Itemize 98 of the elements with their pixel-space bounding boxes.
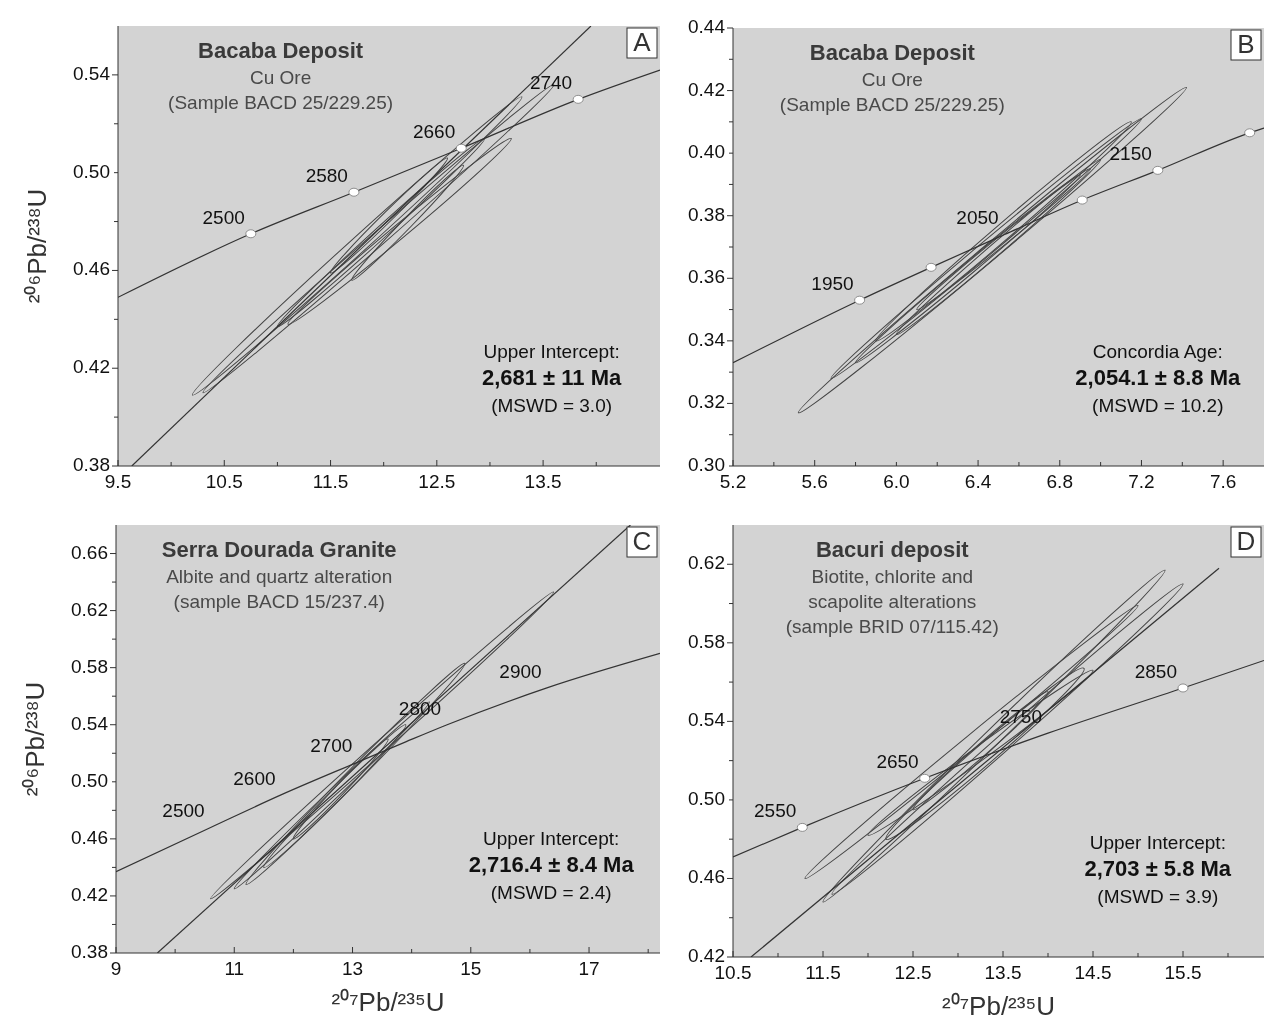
annotation: 2,703 ± 5.8 Ma [1084, 856, 1232, 881]
annotation: Upper Intercept: [483, 828, 620, 849]
y-tick-label: 0.46 [73, 258, 110, 280]
y-tick-label: 0.44 [688, 16, 726, 38]
x-tick-label: 6.8 [1046, 471, 1073, 492]
y-tick-label: 0.54 [71, 712, 109, 734]
x-tick-label: 13.5 [524, 471, 562, 492]
y-tick-label: 0.46 [688, 866, 725, 888]
x-tick-label: 15 [460, 958, 482, 979]
y-tick-label: 0.50 [71, 769, 108, 791]
x-tick-label: 10.5 [205, 471, 243, 492]
y-axis-title: ²⁰⁶Pb/²³⁸U [20, 681, 50, 797]
annotation: (MSWD = 3.0) [491, 395, 613, 416]
annotation: Concordia Age: [1092, 341, 1223, 362]
annotation: (MSWD = 3.9) [1097, 886, 1219, 907]
annotation: 2550 [754, 800, 797, 822]
text: Bacaba Deposit [809, 40, 976, 65]
point [1076, 195, 1088, 205]
y-tick-label: 0.34 [688, 328, 726, 350]
x-tick-label: 11.5 [312, 471, 349, 492]
annotation: B [1237, 28, 1255, 59]
annotation: A [633, 26, 652, 57]
text: Bacaba Deposit [198, 38, 364, 63]
y-tick-label: 0.42 [73, 356, 110, 378]
y-tick-label: 0.32 [688, 391, 725, 413]
annotation: Upper Intercept: [483, 341, 620, 362]
annotation: 2150 [1109, 143, 1152, 165]
annotation: 2700 [310, 734, 353, 756]
point [455, 143, 467, 153]
text: Albite and quartz alteration (sample BACD 15/237.4) [166, 566, 393, 612]
point [1152, 165, 1164, 175]
x-tick-label: 15.5 [1164, 962, 1202, 983]
x-tick-label: 14.5 [1074, 962, 1112, 983]
x-tick-label: 13 [341, 958, 364, 979]
x-tick-label: 7.2 [1128, 471, 1155, 492]
x-tick-label: 11.5 [805, 962, 841, 983]
x-tick-label: 13.5 [984, 962, 1022, 983]
x-tick-label: 12.5 [418, 471, 456, 492]
y-tick-label: 0.38 [71, 941, 108, 963]
y-tick-label: 0.46 [71, 826, 108, 848]
y-tick-label: 0.38 [688, 203, 725, 225]
annotation: 2900 [499, 660, 542, 682]
text: Serra Dourada Granite [161, 537, 397, 562]
point [572, 94, 584, 104]
annotation: 2580 [305, 165, 348, 187]
point [245, 229, 257, 239]
point [919, 773, 931, 783]
annotation: 2,716.4 ± 8.4 Ma [468, 852, 635, 877]
annotation: C [632, 525, 652, 556]
x-tick-label: 11 [224, 958, 245, 979]
y-tick-label: 0.40 [688, 141, 725, 163]
y-tick-label: 0.54 [688, 709, 726, 731]
x-axis-title: ²⁰⁷Pb/²³⁵U [942, 991, 1055, 1021]
annotation: 2660 [412, 121, 456, 143]
y-tick-label: 0.62 [688, 552, 725, 574]
y-tick-label: 0.62 [71, 598, 108, 620]
y-tick-label: 0.58 [71, 655, 108, 677]
annotation: (MSWD = 2.4) [490, 882, 612, 903]
annotation: 2650 [876, 751, 919, 773]
x-tick-label: 9 [110, 958, 122, 979]
annotation: 2050 [956, 207, 999, 229]
x-axis-title: ²⁰⁷Pb/²³⁵U [331, 987, 445, 1017]
point [796, 823, 808, 832]
x-tick-label: 12.5 [894, 962, 932, 983]
point [1244, 128, 1256, 138]
point [1177, 683, 1189, 693]
text: Cu Ore (Sample BACD 25/229.25) [779, 69, 1005, 115]
y-tick-label: 0.50 [73, 160, 110, 182]
y-axis-title: ²⁰⁶Pb/²³⁸U [22, 188, 52, 304]
y-tick-label: 0.42 [71, 883, 108, 905]
annotation: 2740 [529, 72, 573, 94]
annotation: 2500 [202, 206, 245, 228]
annotation: (MSWD = 10.2) [1092, 395, 1224, 416]
x-tick-label: 6.0 [883, 471, 910, 492]
text: Cu Ore (Sample BACD 25/229.25) [168, 67, 394, 113]
x-tick-label: 17 [578, 958, 600, 979]
annotation: 2850 [1134, 660, 1177, 682]
y-tick-label: 0.42 [688, 78, 725, 100]
y-tick-label: 0.50 [688, 787, 725, 809]
annotation: 2600 [233, 767, 276, 789]
y-tick-label: 0.36 [688, 266, 725, 288]
point [348, 187, 360, 197]
x-tick-label: 5.6 [801, 471, 828, 492]
x-tick-label: 7.6 [1209, 471, 1237, 492]
text: Biotite, chlorite and scapolite alterations (sample BRID 07/115.42) [785, 566, 999, 637]
annotation: D [1236, 525, 1256, 556]
annotation: 2,054.1 ± 8.8 Ma [1075, 365, 1242, 390]
point [925, 262, 937, 272]
y-tick-label: 0.54 [73, 62, 111, 84]
annotation: 1950 [811, 273, 854, 295]
x-tick-label: 6.4 [964, 471, 992, 492]
point [854, 295, 866, 305]
text: Bacuri deposit [815, 537, 970, 562]
annotation: Upper Intercept: [1089, 832, 1226, 853]
y-tick-label: 0.66 [71, 541, 108, 563]
annotation: 2,681 ± 11 Ma [481, 365, 622, 390]
y-tick-label: 0.58 [688, 630, 725, 652]
annotation: 2500 [162, 800, 205, 822]
